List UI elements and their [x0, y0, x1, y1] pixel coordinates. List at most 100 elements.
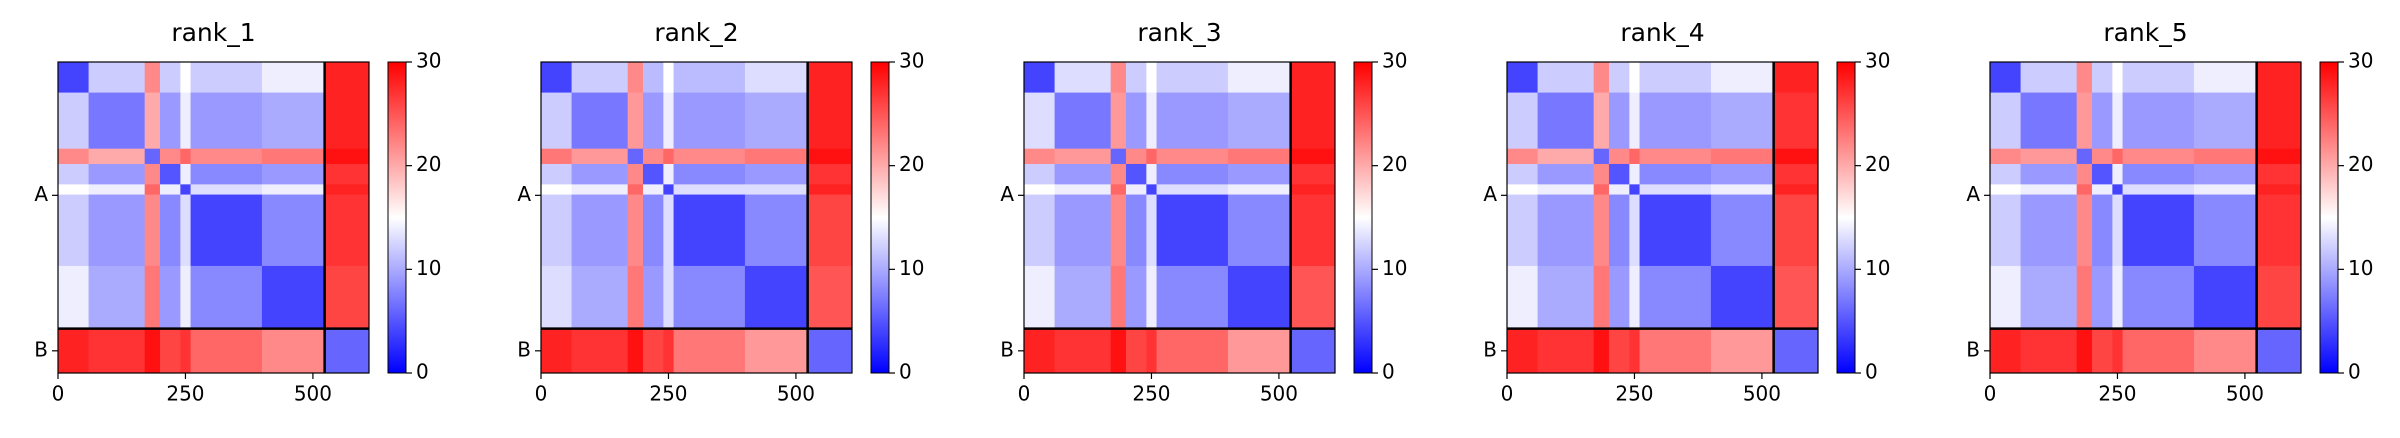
heatmap-cell [571, 184, 629, 196]
heatmap-cell [88, 62, 146, 94]
heatmap-cell [190, 62, 263, 94]
heatmap-cell [663, 62, 675, 94]
heatmap-cell [1639, 148, 1712, 165]
heatmap-cell [1156, 62, 1229, 94]
heatmap-cell [2193, 184, 2258, 196]
heatmap-cell [541, 328, 573, 374]
heatmap-cell [2091, 163, 2113, 185]
x-tick-label: 250 [1615, 382, 1653, 406]
heatmap-cell [2112, 328, 2124, 374]
heatmap-cell [1773, 328, 1819, 374]
heatmap-cell [2122, 92, 2195, 150]
heatmap-cell [2091, 265, 2113, 330]
heatmap-cell [663, 265, 675, 330]
colorbar-tick-label: 0 [899, 360, 912, 384]
heatmap-cell [1629, 328, 1641, 374]
heatmap-cell [673, 148, 746, 165]
plot-frame [57, 61, 370, 374]
heatmap-cell [541, 163, 573, 185]
heatmap-cell [642, 194, 664, 267]
heatmap-cell [1125, 163, 1147, 185]
heatmap-cell [2112, 194, 2124, 267]
heatmap-cell [2193, 148, 2258, 165]
heatmap-cell [1608, 184, 1630, 196]
heatmap-cell [744, 163, 809, 185]
heatmap-cell [1629, 184, 1641, 196]
heatmap-cell [1593, 92, 1610, 150]
heatmap-cell [541, 265, 573, 330]
heatmap-cell [1054, 194, 1112, 267]
heatmap-cell [58, 148, 90, 165]
heatmap-cell [2122, 184, 2195, 196]
plot-frame [1023, 61, 1336, 374]
colorbar-tick-label: 20 [1865, 152, 1890, 176]
heatmap-cell [2076, 163, 2093, 185]
x-tick-label: 0 [1984, 382, 1997, 406]
colorbar-tick-label: 30 [1382, 49, 1407, 73]
x-tick-label: 250 [649, 382, 687, 406]
heatmap-cell [1990, 148, 2022, 165]
heatmap-cell [1593, 148, 1610, 165]
heatmap-cell [2076, 62, 2093, 94]
heatmap-cell [1608, 328, 1630, 374]
colorbar-tick-label: 10 [899, 256, 924, 280]
heatmap-cell [1290, 184, 1336, 196]
plot-frame [540, 61, 853, 374]
heatmap-cell [88, 265, 146, 330]
heatmap-cell [58, 265, 90, 330]
heatmap-cell [1054, 148, 1112, 165]
heatmap-cell [673, 184, 746, 196]
heatmap-cell [744, 62, 809, 94]
heatmap-cell [1710, 148, 1775, 165]
heatmap-cell [2112, 163, 2124, 185]
heatmap-cell [1054, 328, 1112, 374]
heatmap-cell [324, 184, 370, 196]
heatmap-cell [1290, 148, 1336, 165]
heatmap-cell [144, 92, 161, 150]
heatmap-cell [261, 62, 326, 94]
heatmap-cell [2091, 148, 2113, 165]
heatmap-cell [2020, 92, 2078, 150]
y-tick-label: A [34, 182, 48, 206]
x-tick-label: 0 [1018, 382, 1031, 406]
heatmap-cell [159, 328, 181, 374]
heatmap-cell [261, 265, 326, 330]
y-tick-label: B [517, 337, 531, 361]
heatmap-cell [159, 148, 181, 165]
heatmap-cell [159, 194, 181, 267]
colorbar [387, 61, 407, 374]
heatmap-cell [1146, 194, 1158, 267]
x-tick-label: 500 [294, 382, 332, 406]
heatmap-cell [1125, 92, 1147, 150]
heatmap-cell [190, 265, 263, 330]
heatmap-cell [1507, 148, 1539, 165]
x-tick-label: 0 [52, 382, 65, 406]
colorbar-tick-label: 0 [1865, 360, 1878, 384]
heatmap-cell [642, 92, 664, 150]
heatmap-cell [58, 184, 90, 196]
heatmap-cell [807, 328, 853, 374]
heatmap-cell [1156, 163, 1229, 185]
heatmap-cell [261, 328, 326, 374]
heatmap-cell [627, 265, 644, 330]
heatmap-cell [58, 62, 90, 94]
y-tick-label: B [34, 337, 48, 361]
heatmap-cell [1054, 184, 1112, 196]
heatmap-cell [1156, 148, 1229, 165]
heatmap-cell [1710, 163, 1775, 185]
heatmap-cell [2091, 62, 2113, 94]
heatmap-cell [2020, 163, 2078, 185]
heatmap-cell [663, 163, 675, 185]
heatmap-cell [2091, 194, 2113, 267]
heatmap-cell [627, 62, 644, 94]
heatmap-cell [1507, 328, 1539, 374]
heatmap-cell [1710, 62, 1775, 94]
heatmap-cell [2256, 194, 2302, 267]
heatmap-cell [1227, 265, 1292, 330]
heatmap-cell [642, 62, 664, 94]
heatmap-cell [190, 92, 263, 150]
heatmap-cell [1110, 184, 1127, 196]
heatmap-cell [663, 184, 675, 196]
heatmap-cell [1990, 328, 2022, 374]
heatmap-cell [1290, 92, 1336, 150]
